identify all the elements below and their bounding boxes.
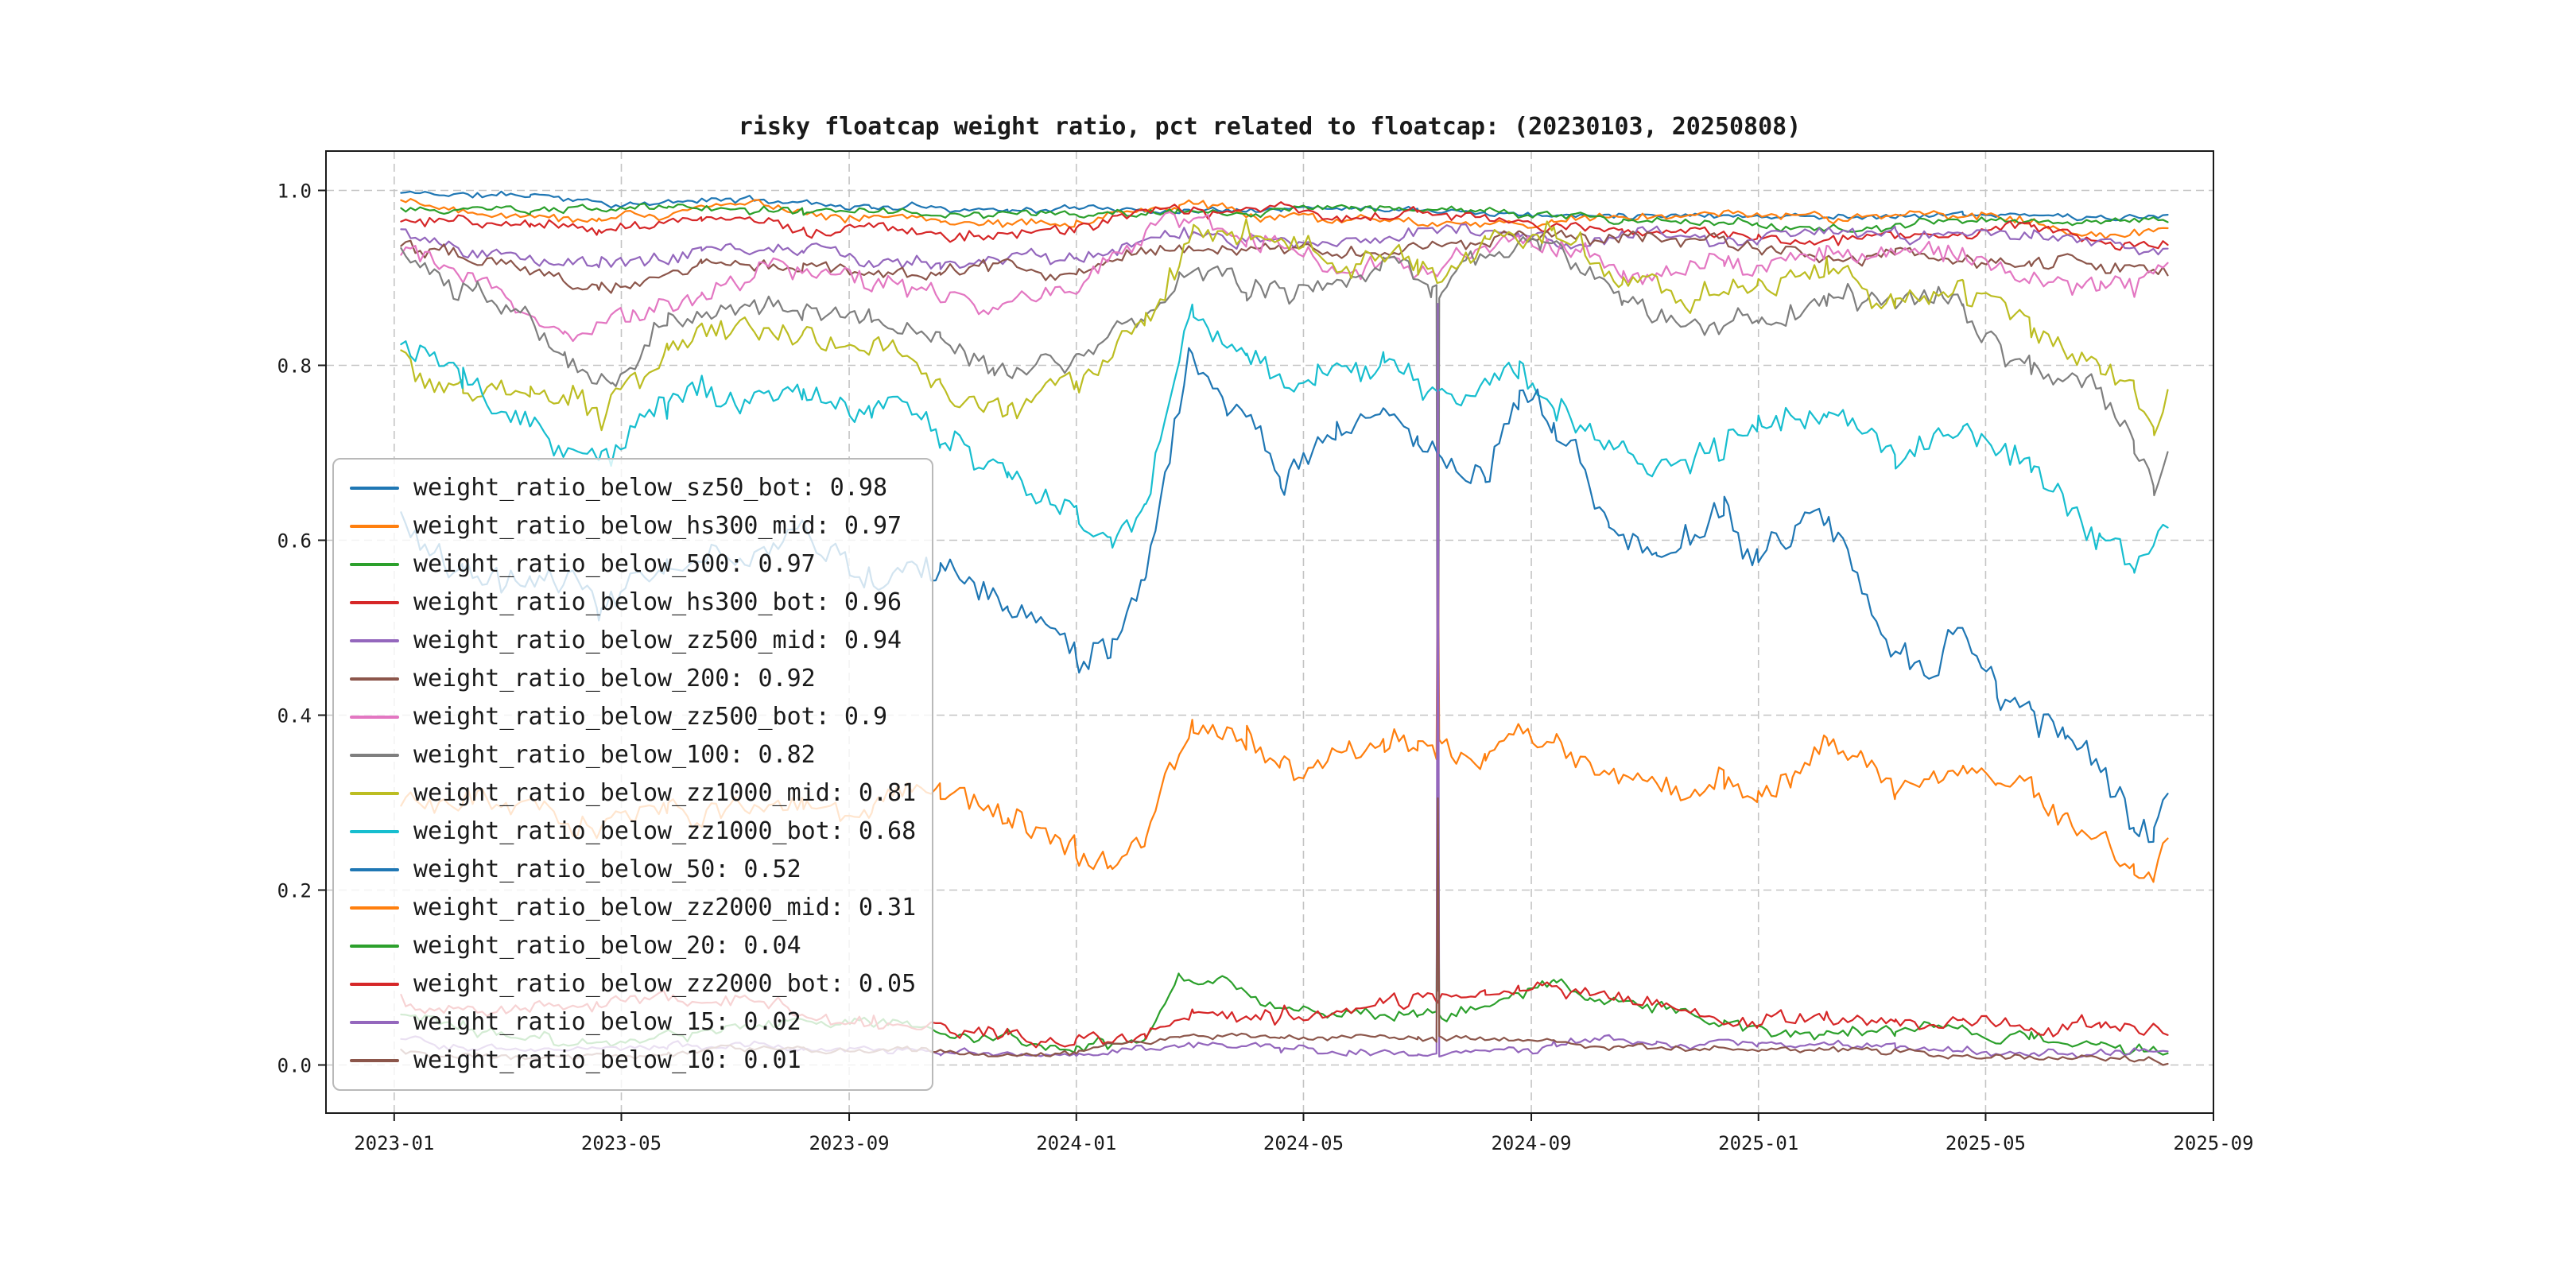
series-line-weight_ratio_below_zz1000_mid [400,218,2169,436]
legend-color-swatch [350,563,399,566]
x-tick-label: 2025-09 [2173,1132,2253,1154]
legend-color-swatch [350,1059,399,1062]
series-line-weight_ratio_below_zz500_bot [400,211,2169,343]
legend-item-label: weight_ratio_below_zz2000_bot: 0.05 [413,970,917,998]
legend-item-label: weight_ratio_below_100: 0.82 [413,741,816,769]
x-tick-label: 2024-05 [1263,1132,1344,1154]
legend-color-swatch [350,983,399,986]
legend-item: weight_ratio_below_hs300_bot: 0.96 [350,584,916,622]
legend-color-swatch [350,754,399,757]
series-lines [400,190,2169,1066]
legend-item-label: weight_ratio_below_500: 0.97 [413,550,816,578]
legend-color-swatch [350,906,399,910]
y-tick-label: 1.0 [277,180,312,203]
legend-color-swatch [350,487,399,490]
legend-item: weight_ratio_below_zz500_bot: 0.9 [350,698,916,736]
legend-color-swatch [350,945,399,948]
legend-item-label: weight_ratio_below_zz1000_bot: 0.68 [413,817,917,845]
legend-item: weight_ratio_below_hs300_mid: 0.97 [350,507,916,545]
chart-title: risky floatcap weight ratio, pct related… [738,113,1802,141]
legend-item: weight_ratio_below_zz2000_bot: 0.05 [350,965,916,1003]
legend-color-swatch [350,677,399,681]
legend-color-swatch [350,1021,399,1024]
legend-item: weight_ratio_below_sz50_bot: 0.98 [350,469,916,507]
y-tick-label: 0.8 [277,355,312,378]
series-line-weight_ratio_below_hs300_bot [400,201,2169,251]
x-tick-label: 2023-01 [354,1132,434,1154]
axes-frame [325,150,2214,1114]
legend-item: weight_ratio_below_zz2000_mid: 0.31 [350,889,916,927]
legend-item-label: weight_ratio_below_10: 0.01 [413,1046,801,1074]
legend-item: weight_ratio_below_500: 0.97 [350,545,916,584]
x-tick-label: 2024-09 [1491,1132,1571,1154]
legend-item-label: weight_ratio_below_zz2000_mid: 0.31 [413,894,917,921]
legend-item: weight_ratio_below_15: 0.02 [350,1003,916,1042]
legend-color-swatch [350,792,399,795]
y-tick-label: 0.0 [277,1055,312,1077]
x-tick-label: 2024-01 [1036,1132,1116,1154]
x-tick-label: 2025-05 [1946,1132,2026,1154]
legend-item-label: weight_ratio_below_50: 0.52 [413,855,801,883]
legend-item: weight_ratio_below_zz1000_bot: 0.68 [350,813,916,851]
tick-marks [318,189,2214,1121]
legend-item: weight_ratio_below_10: 0.01 [350,1042,916,1080]
legend-item: weight_ratio_below_100: 0.82 [350,736,916,774]
x-tick-label: 2025-01 [1718,1132,1798,1154]
legend-color-swatch [350,868,399,871]
legend-item: weight_ratio_below_zz500_mid: 0.94 [350,622,916,660]
legend-item-label: weight_ratio_below_zz1000_mid: 0.81 [413,779,917,807]
legend-item: weight_ratio_below_200: 0.92 [350,660,916,698]
legend-item: weight_ratio_below_20: 0.04 [350,927,916,965]
legend-color-swatch [350,525,399,528]
series-line-weight_ratio_below_zz1000_bot [400,303,2169,574]
legend-item-label: weight_ratio_below_15: 0.02 [413,1008,801,1036]
legend-item-label: weight_ratio_below_hs300_mid: 0.97 [413,512,902,540]
x-tick-label: 2023-09 [809,1132,889,1154]
series-line-weight_ratio_below_zz500_mid [400,223,2169,270]
legend-item: weight_ratio_below_50: 0.52 [350,851,916,889]
legend-item-label: weight_ratio_below_20: 0.04 [413,932,801,960]
legend-item-label: weight_ratio_below_200: 0.92 [413,665,816,692]
legend-color-swatch [350,639,399,642]
legend-item-label: weight_ratio_below_sz50_bot: 0.98 [413,474,888,502]
legend-color-swatch [350,716,399,719]
series-line-weight_ratio_below_100 [400,236,2169,992]
y-tick-label: 0.2 [277,880,312,902]
y-tick-label: 0.6 [277,530,312,553]
legend-item: weight_ratio_below_zz1000_mid: 0.81 [350,774,916,813]
legend-item-label: weight_ratio_below_zz500_bot: 0.9 [413,703,888,731]
series-line-weight_ratio_below_hs300_mid [400,198,2169,240]
x-tick-label: 2023-05 [581,1132,661,1154]
legend-item-label: weight_ratio_below_zz500_mid: 0.94 [413,627,902,654]
series-line-weight_ratio_below_500 [400,202,2169,233]
legend-item-label: weight_ratio_below_hs300_bot: 0.96 [413,588,902,616]
y-tick-label: 0.4 [277,705,312,727]
y-tick-labels: 0.0 0.2 0.4 0.6 0.8 1.0 [277,180,312,1077]
plot-border [325,150,2214,1114]
series-line-weight_ratio_below_200 [400,229,2169,294]
legend-color-swatch [350,830,399,833]
legend: weight_ratio_below_sz50_bot: 0.98 weight_… [332,458,934,1091]
legend-color-swatch [350,601,399,604]
x-tick-labels: 2023-01 2023-05 2023-09 2024-01 2024-05 2024-… [354,1132,2253,1154]
